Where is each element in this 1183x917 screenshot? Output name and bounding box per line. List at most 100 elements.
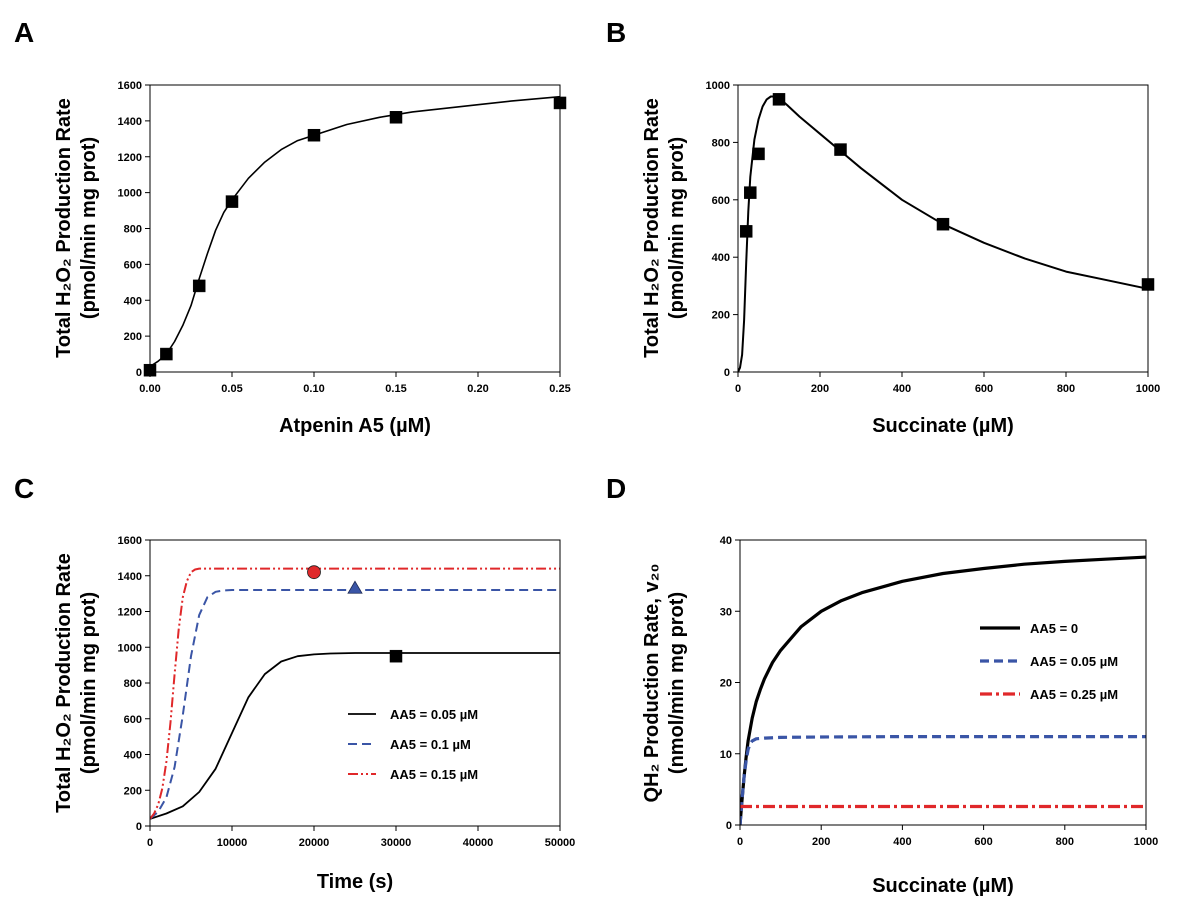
panel-a-y-ticks: 0 200 400 600 800 1000 1200 1400 1600	[118, 80, 150, 379]
panel-c-y-axis-title-line2: (pmol/min mg prot)	[78, 592, 100, 774]
panel-a-x-tick-label: 0.05	[221, 383, 242, 395]
panel-c-y-tick-label: 600	[124, 714, 142, 726]
panel-b-plot-frame	[737, 84, 1149, 373]
panel-b-fit-curve	[738, 95, 1148, 372]
panel-c-legend-label: AA5 = 0.05 µM	[390, 707, 478, 722]
panel-label-b: B	[606, 17, 626, 48]
panel-c-y-axis-title-line1: Total H₂O₂ Production Rate	[53, 553, 75, 813]
panel-b-y-tick-label: 1000	[706, 80, 730, 92]
panel-a-x-tick-label: 0.10	[303, 383, 324, 395]
panel-c-series-aa5-0-1-m-line	[150, 589, 560, 820]
panel-c-marks	[150, 565, 560, 820]
panel-d-legend-label: AA5 = 0.05 µM	[1030, 654, 1118, 669]
panel-c: C 0 10000 20000 30000 40000 50000 0 200 400 600 8…	[14, 473, 575, 893]
panel-c-x-tick-label: 40000	[463, 837, 494, 849]
panel-c-x-tick-label: 50000	[545, 837, 576, 849]
panel-c-x-ticks: 0 10000 20000 30000 40000 50000	[147, 826, 575, 849]
panel-a-x-tick-label: 0.15	[385, 383, 406, 395]
panel-label-c: C	[14, 473, 34, 504]
panel-b-y-axis-title-line2: (pmol/min mg prot)	[666, 137, 688, 319]
panel-c-x-axis-title: Time (s)	[317, 871, 393, 893]
panel-b-x-tick-label: 0	[735, 383, 741, 395]
panel-b-marks	[738, 93, 1155, 372]
panel-a-y-tick-label: 400	[124, 295, 142, 307]
panel-d-y-axis-title-line1: QH₂ Production Rate, v₂₀	[641, 563, 663, 802]
panel-a-y-axis-title-line2: (pmol/min mg prot)	[78, 137, 100, 319]
panel-c-y-tick-label: 0	[136, 821, 142, 833]
panel-c-series-aa5-0-15-m-marker	[307, 565, 321, 580]
panel-d-y-tick-label: 30	[720, 606, 732, 618]
panel-d-y-tick-label: 10	[720, 749, 732, 761]
panel-b-x-tick-label: 400	[893, 383, 911, 395]
panel-c-y-tick-label: 1400	[118, 571, 142, 583]
panel-c-legend-label: AA5 = 0.1 µM	[390, 737, 471, 752]
panel-a: A 0.00 0.05 0.10 0.15 0.20 0.25 0 200 400 600 800…	[14, 17, 571, 437]
panel-c-x-tick-label: 30000	[381, 837, 412, 849]
panel-a-data-point	[307, 128, 321, 142]
panel-c-legend-label: AA5 = 0.15 µM	[390, 767, 478, 782]
panel-a-x-tick-label: 0.20	[467, 383, 488, 395]
panel-d-y-tick-label: 40	[720, 535, 732, 547]
panel-b-x-axis-title: Succinate (µM)	[872, 415, 1014, 437]
panel-c-y-tick-label: 800	[124, 678, 142, 690]
panel-d-legend: AA5 = 0 AA5 = 0.05 µM AA5 = 0.25 µM	[980, 621, 1118, 702]
panel-a-y-tick-label: 200	[124, 331, 142, 343]
panel-a-y-tick-label: 0	[136, 367, 142, 379]
panel-c-series-aa5-0-1-m-marker	[347, 580, 363, 594]
panel-d-x-tick-label: 600	[974, 836, 992, 848]
panel-a-x-tick-label: 0.00	[139, 383, 160, 395]
panel-d-x-tick-label: 800	[1056, 836, 1074, 848]
panel-b-x-ticks: 0 200 400 600 800 1000	[735, 372, 1160, 395]
panel-a-y-tick-label: 1200	[118, 152, 142, 164]
panel-b-data-point	[772, 93, 786, 106]
panel-d-x-ticks: 0 200 400 600 800 1000	[737, 825, 1158, 848]
panel-d-plot-frame	[739, 539, 1147, 826]
panel-a-data-point	[225, 195, 239, 208]
panel-d-legend-label: AA5 = 0.25 µM	[1030, 687, 1118, 702]
panel-c-legend: AA5 = 0.05 µM AA5 = 0.1 µM AA5 = 0.15 µM	[348, 707, 478, 782]
panel-a-y-tick-label: 1400	[118, 116, 142, 128]
panel-d-x-tick-label: 0	[737, 836, 743, 848]
panel-a-y-axis-title-line1: Total H₂O₂ Production Rate	[53, 98, 75, 358]
panel-a-y-tick-label: 600	[124, 259, 142, 271]
panel-b-y-tick-label: 600	[712, 195, 730, 207]
panel-b-x-tick-label: 800	[1057, 383, 1075, 395]
panel-a-data-point	[389, 111, 403, 124]
panel-d-x-tick-label: 400	[893, 836, 911, 848]
panel-a-y-tick-label: 800	[124, 224, 142, 236]
panel-d-x-axis-title: Succinate (µM)	[872, 875, 1014, 897]
panel-d-x-tick-label: 200	[812, 836, 830, 848]
panel-a-plot-frame	[149, 84, 561, 373]
panel-a-y-tick-label: 1000	[118, 188, 142, 200]
panel-a-x-ticks: 0.00 0.05 0.10 0.15 0.20 0.25	[139, 372, 571, 395]
panel-c-y-tick-label: 1000	[118, 642, 142, 654]
panel-c-x-tick-label: 20000	[299, 837, 330, 849]
panel-d-y-tick-label: 20	[720, 678, 732, 690]
panel-b-data-point	[752, 147, 765, 161]
panel-c-series-aa5-0-15-m-line	[150, 567, 560, 820]
panel-b-y-ticks: 0 200 400 600 800 1000	[706, 80, 738, 379]
panel-b-data-point	[936, 217, 950, 231]
panel-d-y-ticks: 0 10 20 30 40	[720, 535, 740, 832]
panel-a-fit-curve	[150, 95, 560, 368]
panel-b-y-axis-title-line1: Total H₂O₂ Production Rate	[641, 98, 663, 358]
panel-b-y-tick-label: 400	[712, 252, 730, 264]
panel-c-y-tick-label: 200	[124, 785, 142, 797]
panel-d-legend-label: AA5 = 0	[1030, 621, 1078, 636]
panel-c-x-tick-label: 10000	[217, 837, 248, 849]
panel-label-a: A	[14, 17, 34, 48]
panel-a-marks	[143, 95, 567, 377]
panel-a-x-axis-title: Atpenin A5 (µM)	[279, 415, 431, 437]
panel-c-x-tick-label: 0	[147, 837, 153, 849]
panel-c-y-tick-label: 1600	[118, 535, 142, 547]
panel-b-y-tick-label: 200	[712, 310, 730, 322]
panel-c-y-tick-label: 1200	[118, 607, 142, 619]
panel-b-data-point	[744, 186, 757, 199]
panel-b: B 0 200 400 600 800 1000 0 200 400 600 800 1000 Su…	[606, 17, 1160, 437]
panel-b-x-tick-label: 1000	[1136, 383, 1160, 395]
panel-a-x-tick-label: 0.25	[549, 383, 570, 395]
panel-b-y-tick-label: 800	[712, 137, 730, 149]
panel-a-data-point	[160, 347, 173, 361]
